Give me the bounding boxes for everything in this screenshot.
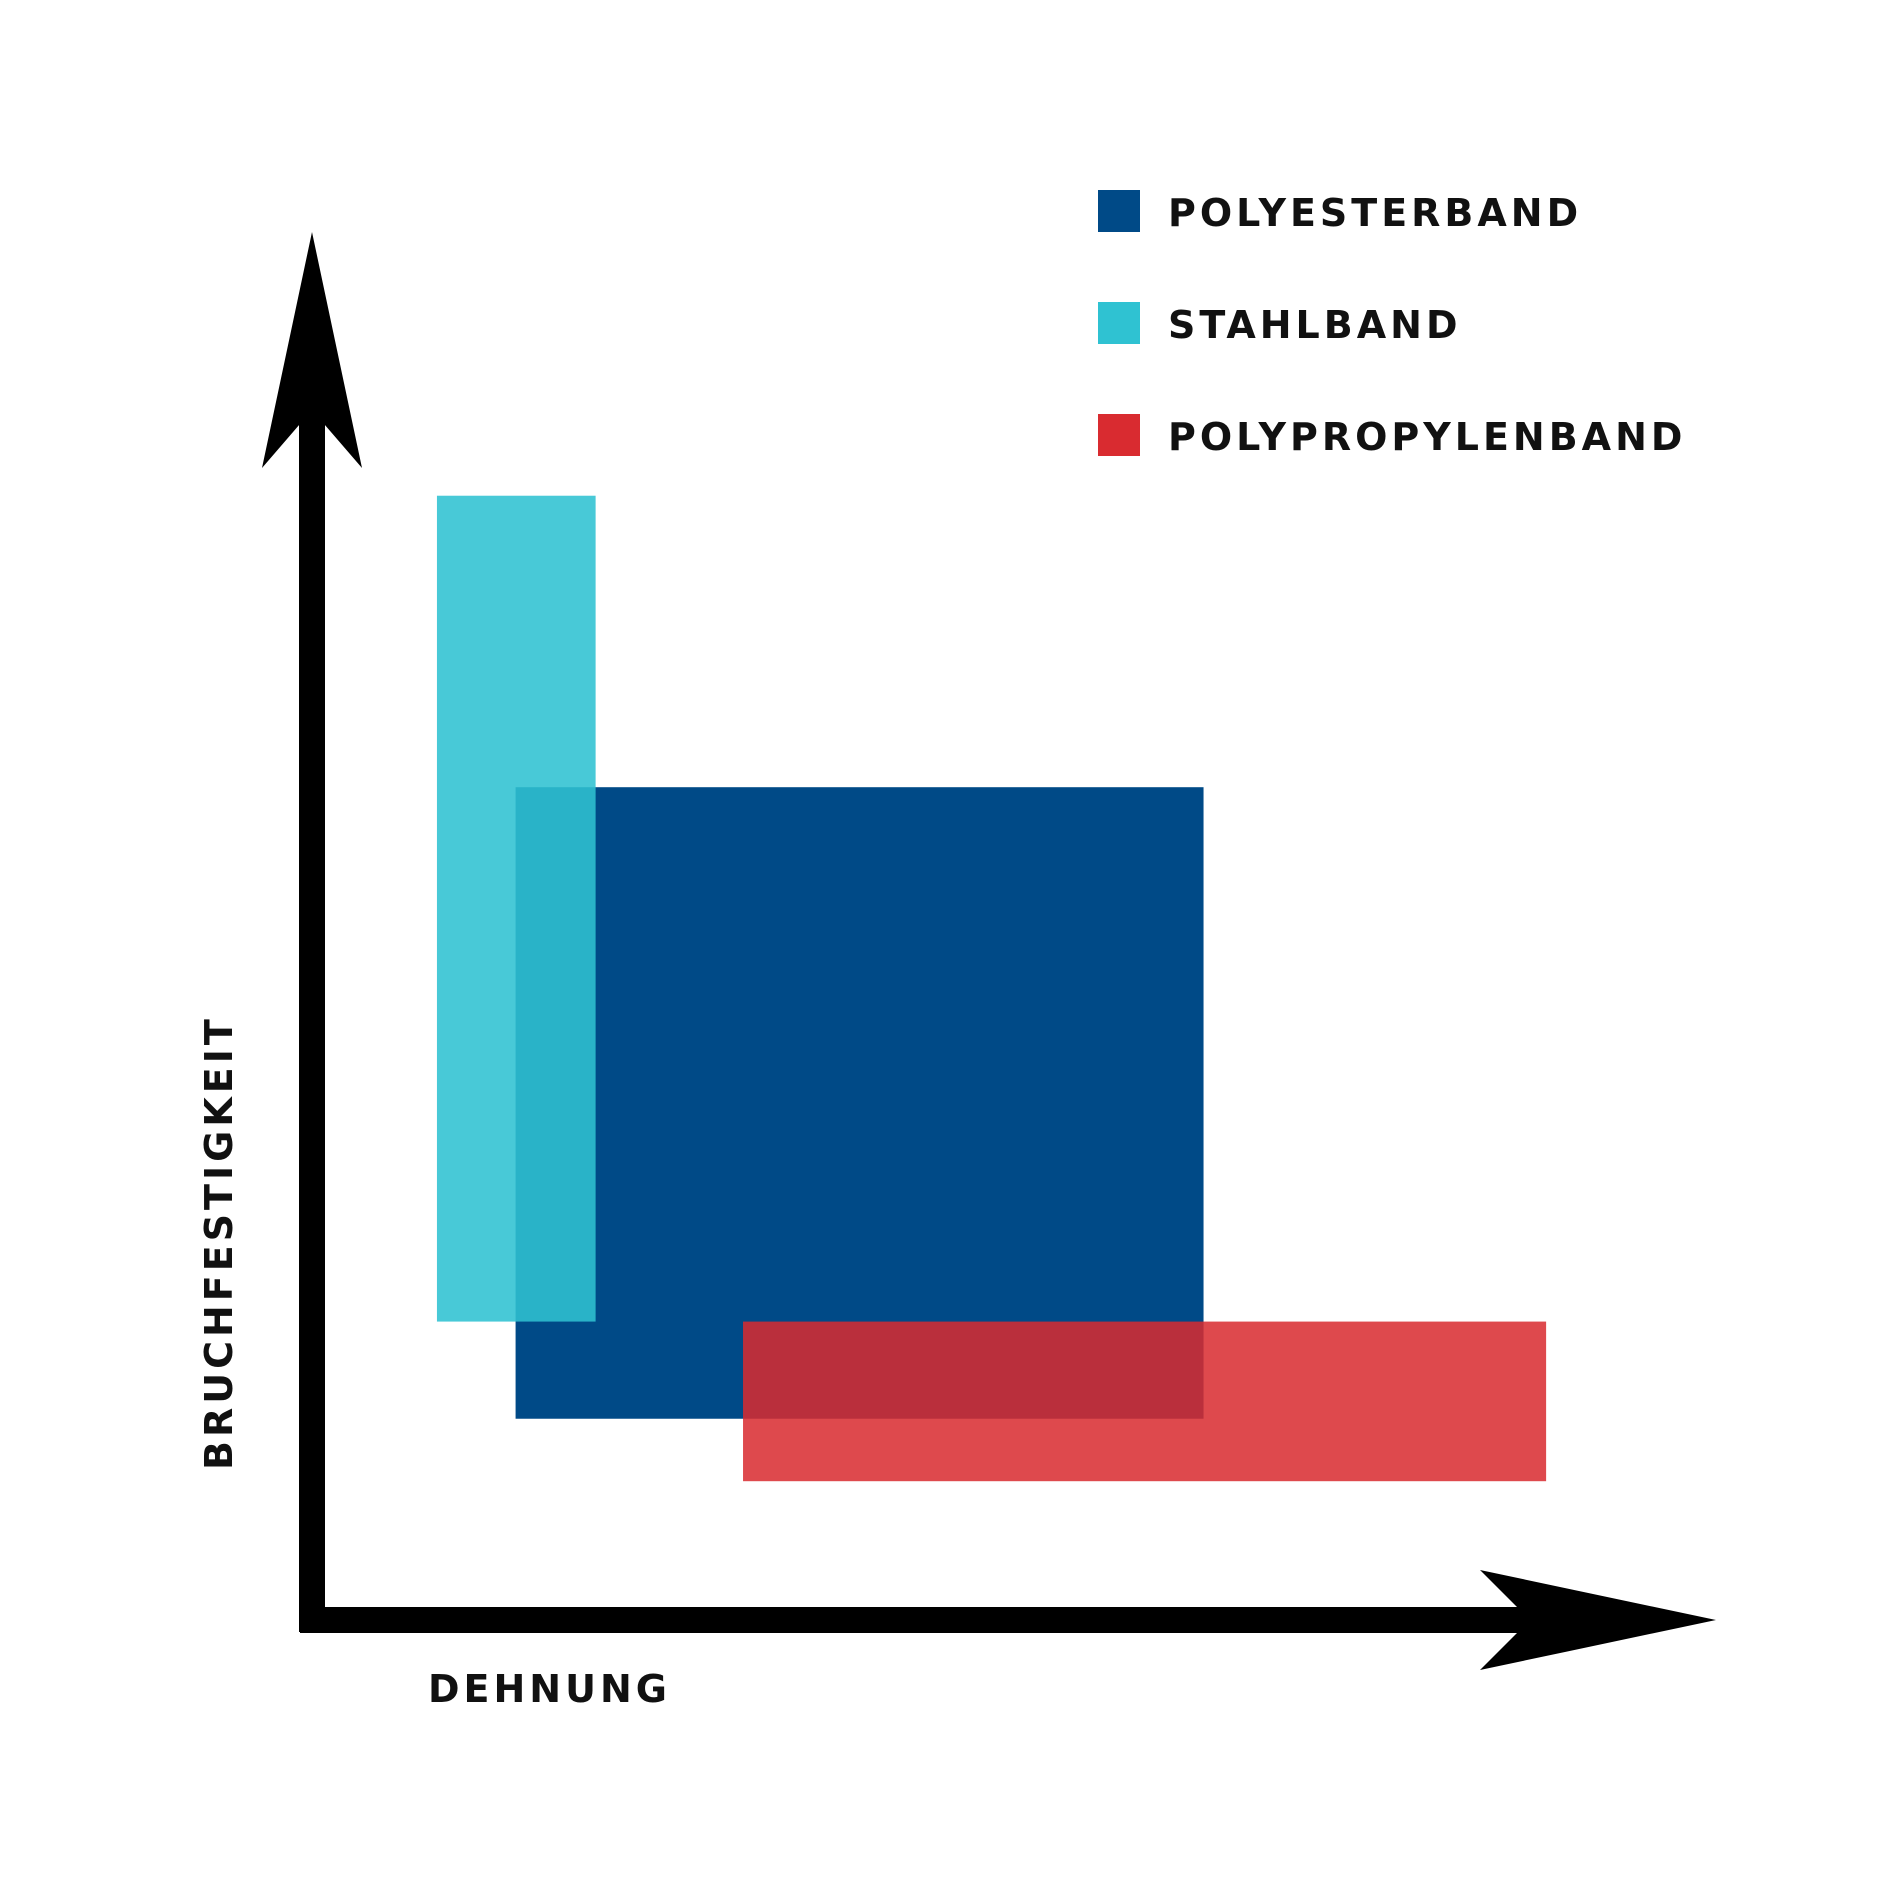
legend-label-polyesterband: POLYESTERBAND <box>1168 191 1582 235</box>
legend-label-polypropylenband: POLYPROPYLENBAND <box>1168 415 1686 459</box>
region-stahlband <box>436 495 596 1322</box>
legend-swatch-polyesterband <box>1098 190 1140 232</box>
legend-item-polyesterband: POLYESTERBAND <box>1098 190 1582 235</box>
legend-item-polypropylenband: POLYPROPYLENBAND <box>1098 414 1686 459</box>
y-axis-arrowhead <box>262 232 362 468</box>
legend-swatch-polypropylenband <box>1098 414 1140 456</box>
region-polypropylenband <box>743 1321 1547 1482</box>
legend-label-stahlband: STAHLBAND <box>1168 303 1461 347</box>
legend-swatch-stahlband <box>1098 302 1140 344</box>
x-axis-label: DEHNUNG <box>428 1667 671 1711</box>
region-polyesterband <box>515 787 1204 1419</box>
legend: POLYESTERBAND STAHLBAND POLYPROPYLENBAND <box>1098 190 1686 459</box>
y-axis-label: BRUCHFESTIGKEIT <box>197 1015 241 1470</box>
legend-item-stahlband: STAHLBAND <box>1098 302 1461 347</box>
chart-regions <box>436 495 1547 1482</box>
chart-axes <box>262 232 1716 1670</box>
x-axis-arrowhead <box>1480 1570 1716 1670</box>
